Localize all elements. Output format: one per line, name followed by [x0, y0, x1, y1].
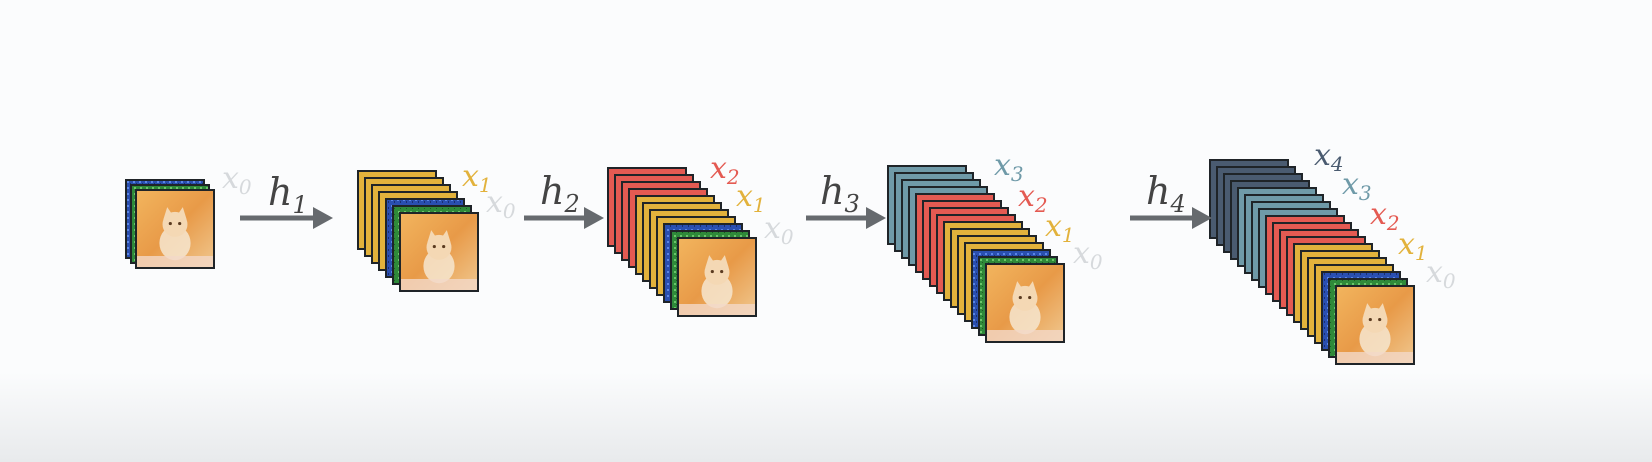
stage-3-input-image — [985, 263, 1065, 343]
cat-ear-left — [427, 230, 437, 243]
cat-body-shape — [1359, 321, 1391, 357]
cat-ear-right — [1377, 303, 1387, 316]
cat-ear-right — [719, 255, 729, 268]
stage-4-input-image — [1335, 285, 1415, 365]
cat-body-shape — [423, 248, 455, 284]
cat-head-shape — [1362, 307, 1388, 333]
cat-eye-right — [720, 269, 724, 274]
cat-eye-left — [1368, 317, 1372, 322]
label-h3: h3 — [820, 169, 860, 218]
cat-ear-left — [1363, 303, 1373, 316]
cat-floor-shape — [401, 279, 477, 290]
stage-0-label-x0: x0 — [222, 161, 252, 199]
cat-ear-left — [705, 255, 715, 268]
stage-3-label-x3: x3 — [994, 148, 1024, 186]
arrow-head — [1192, 207, 1212, 229]
cat-head-shape — [1012, 285, 1038, 311]
cat-floor-shape — [1337, 352, 1413, 363]
cat-eye-right — [1378, 317, 1382, 322]
cat-ear-right — [1027, 281, 1037, 294]
cat-eye-left — [168, 221, 172, 226]
label-h1: h1 — [268, 170, 308, 219]
cat-eye-right — [178, 221, 182, 226]
cat-body-shape — [701, 273, 733, 309]
cat-body-shape — [159, 225, 191, 261]
label-h4: h4 — [1146, 169, 1186, 218]
cat-floor-shape — [679, 304, 755, 315]
stage-3-label-x2: x2 — [1018, 179, 1048, 217]
stage-4-label-x1: x1 — [1398, 227, 1428, 265]
stage-1-label-x1: x1 — [462, 159, 492, 197]
stage-4-label-x3: x3 — [1342, 167, 1372, 205]
stage-4-label-x2: x2 — [1370, 197, 1400, 235]
arrow-head — [866, 207, 886, 229]
arrow-head — [584, 207, 604, 229]
cat-ear-right — [441, 230, 451, 243]
arrow-head — [313, 207, 333, 229]
stage-3-label-x1: x1 — [1045, 209, 1075, 247]
stage-1-input-image — [399, 212, 479, 292]
cat-eye-right — [1028, 295, 1032, 300]
cat-eye-left — [710, 269, 714, 274]
cat-floor-shape — [987, 330, 1063, 341]
cat-head-shape — [426, 234, 452, 260]
arrow-h4 — [1130, 207, 1212, 229]
cat-ear-left — [1013, 281, 1023, 294]
stage-3-label-x0: x0 — [1073, 236, 1103, 274]
cat-ear-left — [163, 207, 173, 220]
stage-1-label-x0: x0 — [486, 185, 516, 223]
stage-4-label-x4: x4 — [1314, 138, 1344, 176]
cat-eye-left — [432, 244, 436, 249]
stage-2-label-x1: x1 — [736, 179, 766, 217]
cat-eye-left — [1018, 295, 1022, 300]
arrow-h2 — [524, 207, 604, 229]
stage-4-label-x0: x0 — [1426, 255, 1456, 293]
cat-eye-right — [442, 244, 446, 249]
cat-head-shape — [704, 259, 730, 285]
cat-body-shape — [1009, 299, 1041, 335]
stage-0-input-image — [135, 189, 215, 269]
stage-2-label-x0: x0 — [764, 211, 794, 249]
stage-2-input-image — [677, 237, 757, 317]
cat-head-shape — [162, 211, 188, 237]
bottom-shadow-band — [0, 372, 1652, 462]
cat-ear-right — [177, 207, 187, 220]
label-h2: h2 — [540, 169, 580, 218]
arrow-h1 — [240, 207, 333, 229]
cat-floor-shape — [137, 256, 213, 267]
stage-2-label-x2: x2 — [710, 151, 740, 189]
arrow-h3 — [806, 207, 886, 229]
